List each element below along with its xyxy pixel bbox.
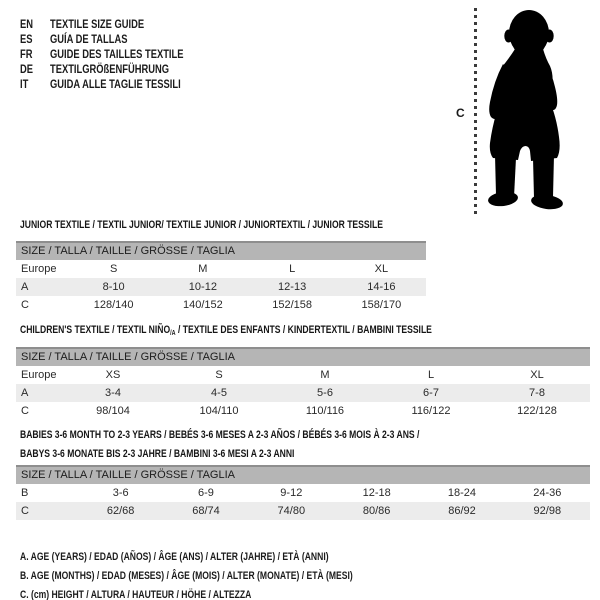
lang-row-en: EN TEXTILE SIZE GUIDE [20, 17, 221, 32]
size-cell: 18-24 [447, 487, 477, 499]
legend-block: A. AGE (YEARS) / EDAD (AÑOS) / ÂGE (ANS)… [20, 548, 447, 600]
size-cell: 8-10 [69, 278, 159, 296]
row-label: A [16, 384, 60, 402]
lang-label-es: GUÍA DE TALLAS [50, 32, 128, 46]
size-cell: 98/104 [96, 405, 130, 417]
size-cell: 152/158 [272, 299, 312, 311]
size-cell: L [427, 369, 435, 381]
size-cell: 3-6 [112, 487, 129, 499]
babies-row-age: B 3-6 6-9 9-12 12-18 18-24 24-36 [16, 484, 590, 502]
row-label: C [21, 405, 29, 417]
size-cell: 80/86 [333, 502, 420, 520]
size-cell: 6-9 [198, 487, 214, 499]
size-cell: 12-13 [247, 278, 337, 296]
lang-row-es: ES GUÍA DE TALLAS [20, 32, 221, 47]
lang-code-es: ES [20, 32, 33, 46]
lang-code-fr: FR [20, 47, 33, 61]
size-cell: 110/116 [305, 405, 345, 417]
size-cell: 128/140 [93, 299, 134, 311]
lang-code-it: IT [20, 77, 29, 91]
junior-row-age: A 8-10 10-12 12-13 14-16 [16, 278, 426, 296]
babies-table-header: SIZE / TALLA / TAILLE / GRÖSSE / TAGLIA [16, 465, 590, 484]
lang-label-fr: GUIDE DES TAILLES TEXTILE [50, 47, 184, 61]
children-title-post: / TEXTILE DES ENFANTS / KINDERTEXTIL / B… [175, 324, 432, 336]
babies-size-table: SIZE / TALLA / TAILLE / GRÖSSE / TAGLIA … [16, 465, 590, 520]
legend-line-b: B. AGE (MONTHS) / EDAD (MESES) / ÂGE (MO… [20, 570, 353, 582]
size-cell: 14-16 [336, 278, 426, 296]
row-label: Europe [21, 263, 57, 275]
size-cell: XL [374, 263, 389, 275]
babies-row-height: C 62/68 68/74 74/80 80/86 86/92 92/98 [16, 502, 590, 520]
size-cell: 140/152 [182, 299, 223, 311]
size-cell: 3-4 [60, 384, 166, 402]
size-cell: 10-12 [158, 278, 248, 296]
row-label: Europe [21, 369, 57, 381]
language-title-block: EN TEXTILE SIZE GUIDE ES GUÍA DE TALLAS … [20, 17, 221, 92]
size-cell: 62/68 [78, 502, 164, 520]
size-cell: 92/98 [504, 502, 590, 520]
size-cell: 5-6 [272, 384, 378, 402]
size-cell: 9-12 [280, 487, 303, 499]
size-cell: 7-8 [484, 384, 590, 402]
lang-row-fr: FR GUIDE DES TAILLES TEXTILE [20, 47, 221, 62]
height-measure-dotted-line [474, 8, 477, 214]
size-cell: 122/128 [517, 405, 557, 417]
children-table-header-row: SIZE / TALLA / TAILLE / GRÖSSE / TAGLIA [16, 347, 590, 366]
size-cell: XS [105, 369, 121, 381]
row-label: C [16, 502, 78, 520]
size-cell: 74/80 [248, 502, 334, 520]
legend-line-a: A. AGE (YEARS) / EDAD (AÑOS) / ÂGE (ANS)… [20, 551, 329, 563]
children-row-age: A 3-4 4-5 5-6 6-7 7-8 [16, 384, 590, 402]
legend-line-c: C. (cm) HEIGHT / ALTURA / HAUTEUR / HÖHE… [20, 589, 252, 600]
lang-label-de: TEXTILGRÖßENFÜHRUNG [50, 62, 170, 76]
lang-label-it: GUIDA ALLE TAGLIE TESSILI [50, 77, 181, 91]
junior-section-title: JUNIOR TEXTILE / TEXTIL JUNIOR/ TEXTILE … [20, 219, 383, 231]
height-c-label: C [456, 106, 465, 120]
row-label: B [21, 487, 29, 499]
size-cell: M [198, 263, 208, 275]
size-cell: S [215, 369, 223, 381]
row-label: C [21, 299, 29, 311]
size-cell: 12-18 [362, 487, 391, 499]
children-row-europe: Europe XS S M L XL [16, 366, 590, 384]
size-cell: 104/110 [199, 405, 239, 417]
size-cell: 116/122 [411, 405, 451, 417]
children-size-table: SIZE / TALLA / TAILLE / GRÖSSE / TAGLIA … [16, 347, 590, 420]
lang-code-en: EN [20, 17, 34, 31]
babies-section-title: BABIES 3-6 MONTH TO 2-3 YEARS / BEBÉS 3-… [20, 426, 419, 464]
size-cell: 4-5 [166, 384, 272, 402]
lang-row-it: IT GUIDA ALLE TAGLIE TESSILI [20, 77, 221, 92]
junior-size-table: SIZE / TALLA / TAILLE / GRÖSSE / TAGLIA … [16, 241, 426, 314]
children-section-title: CHILDREN'S TEXTILE / TEXTIL NIÑO/A / TEX… [20, 324, 432, 337]
junior-table-header-row: SIZE / TALLA / TAILLE / GRÖSSE / TAGLIA [16, 241, 426, 260]
junior-table-header: SIZE / TALLA / TAILLE / GRÖSSE / TAGLIA [16, 241, 426, 260]
size-cell: 68/74 [163, 502, 249, 520]
size-cell: 24-36 [533, 487, 562, 499]
babies-title-line1: BABIES 3-6 MONTH TO 2-3 YEARS / BEBÉS 3-… [20, 429, 420, 441]
toddler-silhouette-image [488, 10, 563, 210]
children-row-height: C 98/104 104/110 110/116 116/122 122/128 [16, 402, 590, 420]
junior-row-europe: Europe S M L XL [16, 260, 426, 278]
children-title-subscript: /A [170, 330, 176, 337]
babies-title-line2: BABYS 3-6 MONATE BIS 2-3 JAHRE / BAMBINI… [20, 448, 295, 460]
lang-row-de: DE TEXTILGRÖßENFÜHRUNG [20, 62, 221, 77]
lang-code-de: DE [20, 62, 34, 76]
size-cell: L [289, 263, 296, 275]
babies-table-header-row: SIZE / TALLA / TAILLE / GRÖSSE / TAGLIA [16, 465, 590, 484]
children-title-pre: CHILDREN'S TEXTILE / TEXTIL NIÑO [20, 324, 171, 336]
size-cell: 158/170 [361, 299, 402, 311]
size-cell: M [320, 369, 330, 381]
size-cell: 6-7 [378, 384, 484, 402]
row-label: A [16, 278, 69, 296]
size-cell: 86/92 [419, 502, 505, 520]
junior-row-height: C 128/140 140/152 152/158 158/170 [16, 296, 426, 314]
size-cell: S [109, 263, 118, 275]
size-cell: XL [530, 369, 544, 381]
children-table-header: SIZE / TALLA / TAILLE / GRÖSSE / TAGLIA [16, 347, 590, 366]
lang-label-en: TEXTILE SIZE GUIDE [50, 17, 145, 31]
